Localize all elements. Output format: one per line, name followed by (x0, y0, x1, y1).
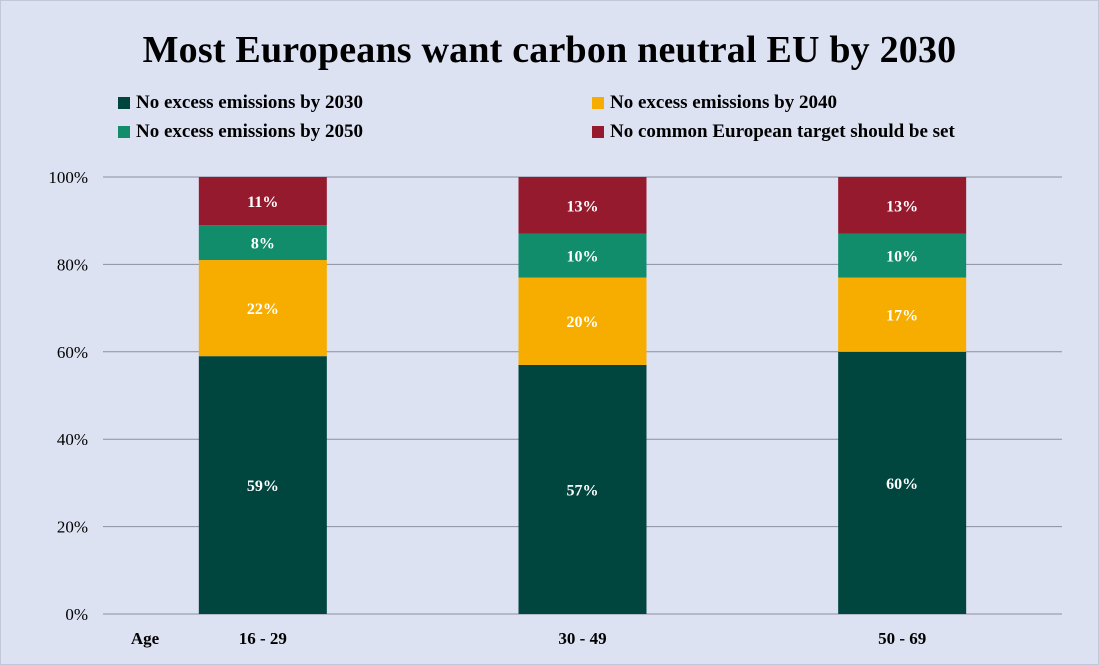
bar-segment-3-cat-3 (838, 233, 967, 278)
bar-segment-4-cat-1 (198, 177, 327, 226)
bar-segment-2-cat-1 (198, 260, 327, 357)
legend-label-2040: No excess emissions by 2040 (610, 92, 837, 113)
legend-label-2030: No excess emissions by 2030 (136, 92, 363, 113)
y-tick-label: 40% (57, 430, 88, 449)
bar-segment-1-cat-3 (838, 351, 967, 614)
legend-item-no-target: No common European target should be set (592, 121, 955, 143)
x-category-label: 30 - 49 (558, 629, 606, 648)
y-tick-label: 100% (48, 168, 88, 187)
legend-item-2030: No excess emissions by 2030 (118, 92, 363, 114)
x-category-label: 50 - 69 (878, 629, 926, 648)
chart-title: Most Europeans want carbon neutral EU by… (142, 29, 957, 71)
data-label: 13% (567, 198, 599, 215)
bar-segment-3-cat-2 (518, 233, 647, 278)
x-category-label: 16 - 29 (239, 629, 287, 648)
legend-swatch-2030 (118, 97, 130, 109)
bar-segment-1-cat-2 (518, 364, 647, 614)
data-label: 10% (886, 249, 918, 266)
bar-segment-2-cat-3 (838, 277, 967, 352)
data-label: 17% (886, 308, 918, 325)
bar-segment-4-cat-3 (838, 177, 967, 234)
data-label: 22% (247, 301, 279, 318)
legend-label-2050: No excess emissions by 2050 (136, 121, 363, 142)
legend-swatch-no-target (592, 126, 604, 138)
bar-segment-3-cat-1 (198, 225, 327, 261)
data-label: 13% (886, 198, 918, 215)
data-label: 11% (247, 194, 278, 211)
y-tick-label: 0% (65, 605, 88, 624)
y-tick-label: 60% (57, 343, 88, 362)
legend-swatch-2040 (592, 97, 604, 109)
bar-segment-4-cat-2 (518, 177, 647, 234)
legend-item-2050: No excess emissions by 2050 (118, 121, 363, 143)
data-label: 8% (251, 236, 275, 253)
legend-label-no-target: No common European target should be set (610, 121, 955, 142)
legend-item-2040: No excess emissions by 2040 (592, 92, 837, 114)
legend-swatch-2050 (118, 126, 130, 138)
y-tick-label: 80% (57, 255, 88, 274)
bar-segment-2-cat-2 (518, 277, 647, 365)
data-label: 59% (247, 478, 279, 495)
y-tick-label: 20% (57, 518, 88, 537)
data-label: 10% (567, 249, 599, 266)
x-axis-title: Age (131, 629, 160, 648)
bar-segment-1-cat-1 (198, 356, 327, 614)
data-label: 20% (567, 314, 599, 331)
data-label: 60% (886, 476, 918, 493)
data-label: 57% (567, 482, 599, 499)
